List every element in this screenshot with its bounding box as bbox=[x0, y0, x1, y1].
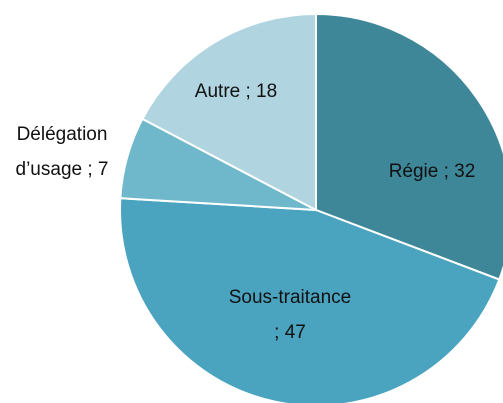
pie-slice bbox=[141, 12, 317, 212]
slice-label: ; 47 bbox=[274, 322, 306, 343]
slice-label: Autre ; 18 bbox=[195, 81, 277, 102]
slice-label: Régie ; 32 bbox=[389, 161, 476, 182]
pie-slice bbox=[119, 197, 501, 403]
pie-slice bbox=[315, 12, 503, 281]
slice-label: d’usage ; 7 bbox=[16, 159, 109, 180]
slice-label: Sous-traitance bbox=[229, 287, 352, 308]
slice-label: Délégation bbox=[17, 124, 108, 145]
